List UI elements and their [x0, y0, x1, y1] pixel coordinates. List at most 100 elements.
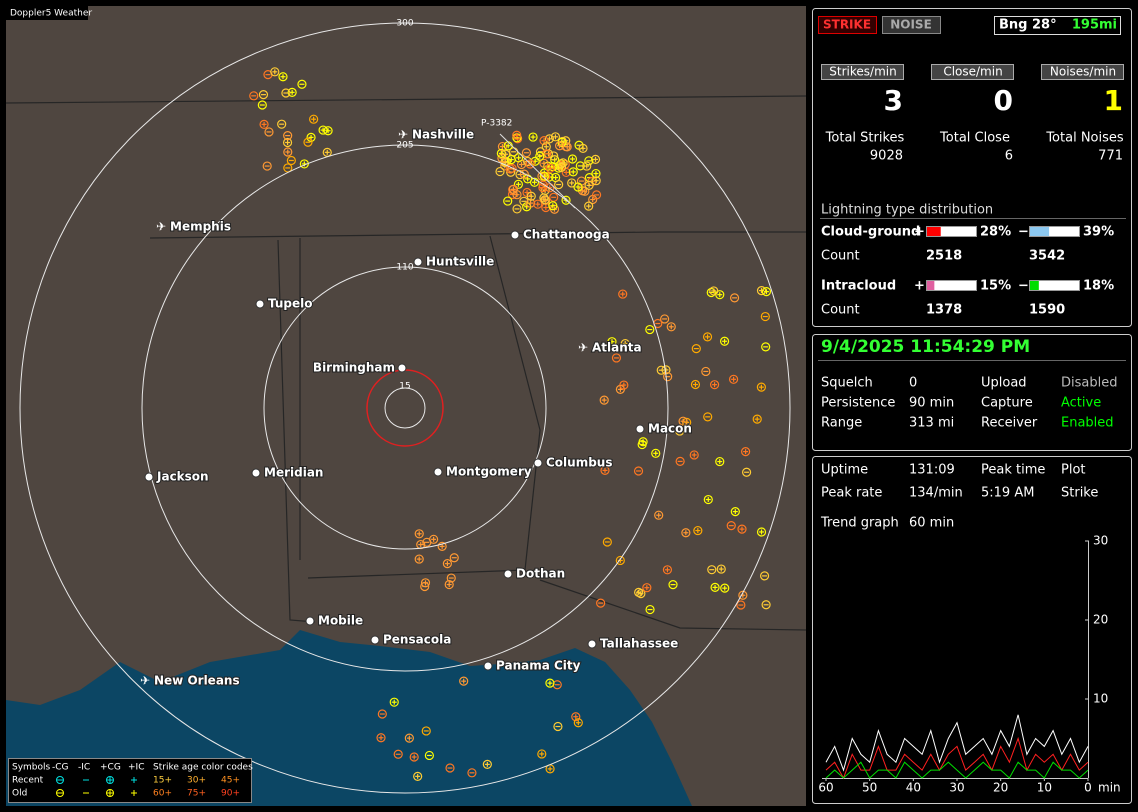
- station-label: P-3382: [481, 119, 512, 129]
- strike-symbol: [756, 285, 767, 296]
- count-value: 3542: [1029, 249, 1065, 264]
- city-label: Panama City: [496, 659, 581, 673]
- noise-button[interactable]: [882, 16, 941, 34]
- percent: 39%: [1083, 225, 1114, 240]
- count-value: 1378: [926, 303, 962, 318]
- strike-symbol: [467, 768, 477, 778]
- strike-symbol: [645, 604, 655, 615]
- strike-symbol: [689, 450, 699, 460]
- strike-symbol: [634, 587, 644, 597]
- strike-symbol: [409, 752, 419, 762]
- strike-symbol: [645, 324, 655, 335]
- stat-value: 131:09: [909, 463, 955, 478]
- strike-symbol: [584, 201, 594, 211]
- city-label: Pensacola: [383, 633, 451, 647]
- ring-label: 110: [396, 263, 413, 273]
- range-ring: [141, 144, 669, 672]
- city-label: Atlanta: [592, 341, 642, 355]
- legend-text: 30+: [187, 776, 206, 786]
- strike-symbol: [257, 100, 267, 110]
- strike-symbol: [259, 119, 269, 129]
- strike-symbol: [545, 678, 555, 688]
- status-value: 0: [909, 376, 917, 391]
- strike-symbol: [540, 185, 550, 196]
- strike-symbol: [709, 286, 719, 296]
- strike-symbol: [620, 338, 630, 349]
- strike-symbol: [540, 195, 550, 205]
- strike-symbol: [444, 579, 454, 590]
- side-panel: STRIKE NOISE Bng 28° 195mi Strikes/min 3 Total…: [812, 8, 1132, 804]
- strike-symbol: [693, 525, 703, 536]
- total-label: Total Close: [939, 131, 1010, 146]
- distribution-bar: [1030, 227, 1050, 236]
- strike-symbol: [573, 718, 583, 728]
- strike-symbol: [283, 147, 293, 157]
- airport-icon: ✈: [140, 674, 150, 688]
- strike-symbol: [636, 588, 646, 599]
- strike-symbol: [376, 733, 386, 743]
- legend-symbol: [106, 776, 114, 784]
- strike-symbol: [318, 125, 328, 135]
- legend-text: -IC: [78, 763, 90, 773]
- trend-box: [812, 456, 1132, 804]
- legend-symbol: [56, 789, 64, 797]
- strike-symbol: [282, 137, 293, 148]
- city-dot: [433, 467, 443, 477]
- strike-symbol: [414, 554, 424, 564]
- legend-text: Recent: [12, 776, 44, 786]
- strike-symbol: [537, 749, 547, 759]
- city-label: Tupelo: [268, 297, 313, 311]
- city-dot: [255, 299, 265, 309]
- strike-symbol: [580, 186, 590, 196]
- city-label: Huntsville: [426, 255, 494, 269]
- strike-button[interactable]: [818, 16, 877, 34]
- strike-symbol: [591, 168, 601, 179]
- strike-symbol: [539, 171, 549, 181]
- strike-symbol: [500, 156, 510, 166]
- strike-symbol: [526, 191, 536, 201]
- x-tick-label: 0: [1084, 781, 1092, 795]
- distance: 195mi: [1072, 18, 1117, 33]
- total-label: Total Strikes: [825, 131, 905, 146]
- strike-symbol: [445, 763, 455, 773]
- status-value: 90 min: [909, 396, 954, 411]
- strike-symbol: [539, 158, 549, 168]
- city-label: New Orleans: [154, 674, 240, 688]
- total-value: 9028: [870, 149, 903, 164]
- map-overlay: Doppler5 Weather ✈ Nashville ✈ Memphis Chatt…: [6, 6, 693, 803]
- strike-symbol: [707, 565, 717, 575]
- strike-symbol: [521, 148, 532, 158]
- rate-value: 0: [994, 84, 1013, 117]
- strike-symbol: [389, 697, 399, 707]
- strike-symbol: [553, 721, 563, 732]
- city-label: Dothan: [516, 567, 565, 581]
- x-tick-label: 60: [818, 781, 833, 795]
- count-value: 1590: [1029, 303, 1065, 318]
- strike-symbol: [709, 380, 720, 390]
- strike-symbol: [554, 179, 564, 190]
- strike-symbol: [691, 344, 701, 354]
- stat-label: Uptime: [821, 463, 868, 478]
- strike-symbol: [738, 590, 748, 600]
- strike-symbol: [741, 447, 751, 457]
- strike-symbol: [573, 182, 583, 192]
- legend-text: 45+: [221, 776, 240, 786]
- map: [6, 6, 806, 806]
- strike-symbol: [759, 571, 770, 581]
- rate-value: 3: [884, 84, 903, 117]
- strike-symbol: [660, 314, 670, 324]
- strike-symbol: [512, 130, 522, 140]
- strike-symbol: [690, 379, 701, 390]
- strike-symbol: [297, 79, 307, 89]
- total-value: 771: [1098, 149, 1123, 164]
- city-label: Montgomery: [446, 465, 532, 479]
- strike-symbol: [761, 342, 771, 352]
- strike-symbol: [737, 524, 747, 534]
- distribution-bar: [1030, 281, 1039, 290]
- legend-text: 75+: [187, 789, 206, 799]
- city-dot: [587, 639, 597, 649]
- status-box: [812, 334, 1132, 451]
- strike-symbol: [550, 132, 561, 142]
- strike-symbol: [567, 178, 577, 188]
- legend-text: Symbols: [12, 763, 51, 773]
